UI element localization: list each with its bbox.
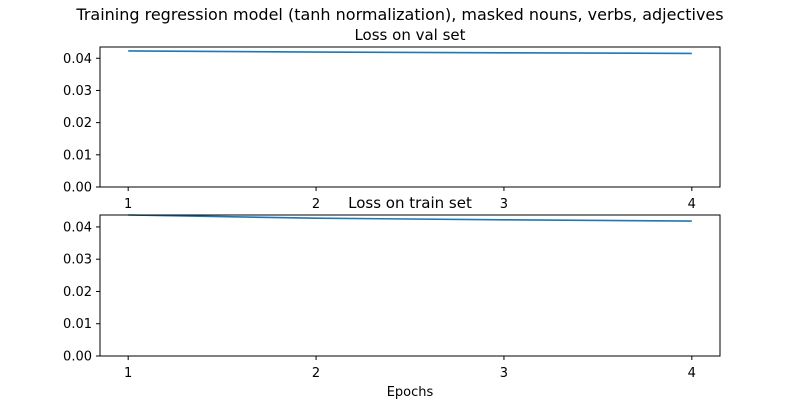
figure-title: Training regression model (tanh normaliz…	[75, 5, 723, 24]
val-loss-line	[128, 50, 692, 55]
train-x-tick-label: 4	[688, 366, 696, 381]
val-y-tick-label: 0.03	[63, 84, 92, 99]
train-y-tick-label: 0.01	[63, 317, 92, 332]
val-y-tick-label: 0.00	[63, 181, 92, 196]
train-loss-line	[128, 214, 692, 222]
val-y-tick-label: 0.04	[63, 52, 92, 67]
train-y-tick-label: 0.02	[63, 285, 92, 300]
val-y-tick-label: 0.01	[63, 148, 92, 163]
train-y-tick-label: 0.00	[63, 350, 92, 365]
train-y-tick-label: 0.04	[63, 220, 92, 235]
val-x-tick-label: 3	[500, 197, 508, 212]
val-axes-frame	[99, 46, 721, 188]
val-chart-title: Loss on val set	[354, 26, 465, 44]
train-x-tick-label: 2	[312, 366, 320, 381]
train-axes-frame	[99, 214, 721, 357]
train-x-axis-label: Epochs	[387, 385, 434, 400]
val-loss-chart: Loss on val set 1 2 3 4 0.00 0.01 0.02 0.03 0.04	[63, 26, 721, 212]
train-x-tick-label: 1	[124, 366, 132, 381]
val-y-tick-label: 0.02	[63, 116, 92, 131]
train-chart-title: Loss on train set	[348, 194, 472, 212]
train-x-tick-label: 3	[500, 366, 508, 381]
val-x-tick-label: 1	[124, 197, 132, 212]
val-x-tick-label: 2	[312, 197, 320, 212]
val-x-tick-label: 4	[688, 197, 696, 212]
train-loss-chart: Loss on train set 1 2 3 4 0.00 0.01 0.02 0.03 0.0…	[63, 194, 721, 400]
train-y-tick-label: 0.03	[63, 253, 92, 268]
